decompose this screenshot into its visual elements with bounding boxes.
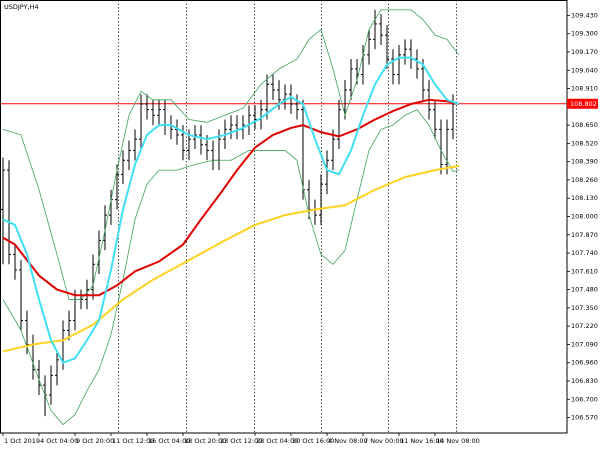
indicator-line xyxy=(2,98,460,297)
plot-area xyxy=(0,0,567,433)
y-tick-label: 108.130 xyxy=(571,194,598,202)
y-tick-label: 107.610 xyxy=(571,267,598,275)
y-tick-label: 108.520 xyxy=(571,139,598,147)
y-tick-label: 106.700 xyxy=(571,395,598,403)
y-tick-label: 108.650 xyxy=(571,121,598,129)
x-tick-label: 14 Nov 08:00 xyxy=(436,437,480,445)
y-tick-label: 108.260 xyxy=(571,176,598,184)
price-label-box xyxy=(567,98,598,109)
x-tick-label: 11 Nov 16:00 xyxy=(400,437,444,445)
x-tick-label: 4 Nov 08:00 xyxy=(328,437,368,445)
indicator-line xyxy=(2,164,460,353)
y-tick-label: 106.830 xyxy=(571,377,598,385)
y-tick-label: 109.040 xyxy=(571,66,598,74)
y-tick-label: 106.960 xyxy=(571,359,598,367)
x-tick-label: 1 Oct 2019 xyxy=(4,437,40,445)
y-tick-label: 108.390 xyxy=(571,158,598,166)
y-tick-label: 108.910 xyxy=(571,85,598,93)
x-tick-label: 7 Nov 00:00 xyxy=(364,437,404,445)
y-tick-label: 109.430 xyxy=(571,11,598,19)
y-tick-label: 107.480 xyxy=(571,286,598,294)
y-tick-label: 107.350 xyxy=(571,304,598,312)
x-tick-label: 30 Oct 16:00 xyxy=(292,437,334,445)
x-tick-label: 16 Oct 04:00 xyxy=(148,437,190,445)
x-tick-label: 4 Oct 04:00 xyxy=(40,437,78,445)
y-tick-label: 108.000 xyxy=(571,213,598,221)
y-tick-label: 109.300 xyxy=(571,30,598,38)
price-label: 108.802 xyxy=(570,100,597,108)
indicator-line xyxy=(2,109,460,425)
x-tick-label: 9 Oct 20:00 xyxy=(76,437,114,445)
y-tick-label: 109.170 xyxy=(571,48,598,56)
y-tick-label: 107.220 xyxy=(571,322,598,330)
x-tick-label: 23 Oct 12:00 xyxy=(220,437,262,445)
y-tick-label: 107.870 xyxy=(571,231,598,239)
y-tick-label: 107.740 xyxy=(571,249,598,257)
chart-title: USDJPY,H4 xyxy=(4,3,39,11)
y-tick-label: 106.570 xyxy=(571,414,598,422)
indicator-line xyxy=(2,56,460,364)
x-tick-label: 18 Oct 20:00 xyxy=(184,437,226,445)
x-tick-label: 28 Oct 04:00 xyxy=(256,437,298,445)
x-tick-label: 11 Oct 12:00 xyxy=(112,437,154,445)
y-tick-label: 107.090 xyxy=(571,340,598,348)
